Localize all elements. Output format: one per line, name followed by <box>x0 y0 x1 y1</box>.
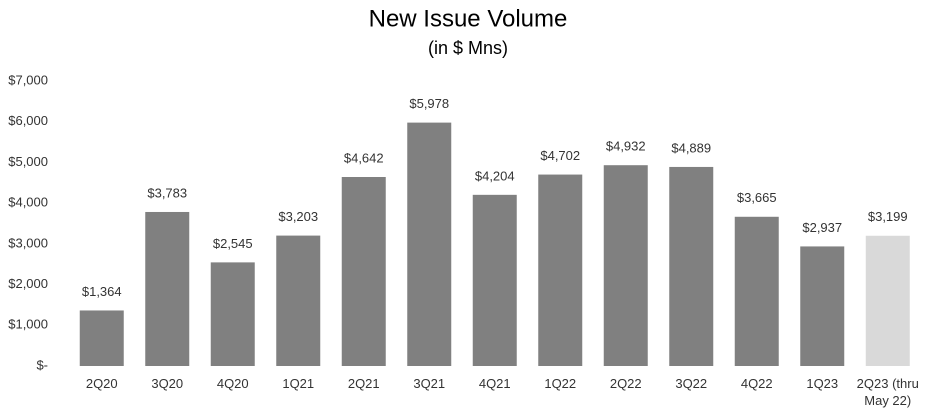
x-tick-label: 2Q21 <box>347 376 380 391</box>
value-label: $5,978 <box>409 96 449 111</box>
bar <box>79 310 124 366</box>
y-tick-label: $5,000 <box>8 154 48 169</box>
bar <box>734 216 779 366</box>
value-label: $3,665 <box>737 190 777 205</box>
bar <box>472 194 517 366</box>
bar <box>800 246 845 366</box>
value-label: $2,545 <box>213 236 253 251</box>
x-tick-label: 2Q22 <box>609 376 642 391</box>
bar <box>210 262 255 366</box>
bar <box>603 165 648 366</box>
x-tick-label: 1Q23 <box>806 376 839 391</box>
x-tick-label: 2Q23 (thru May 22) <box>856 376 919 408</box>
y-tick-label: $6,000 <box>8 113 48 128</box>
value-label: $4,889 <box>671 140 711 155</box>
value-label: $1,364 <box>82 284 122 299</box>
bar <box>669 166 714 366</box>
x-tick-label: 4Q21 <box>478 376 511 391</box>
value-label: $4,204 <box>475 168 515 183</box>
bar <box>145 211 190 366</box>
value-label: $2,937 <box>802 220 842 235</box>
x-tick-label: 1Q21 <box>282 376 315 391</box>
x-tick-label: 4Q22 <box>740 376 773 391</box>
bar <box>276 235 321 366</box>
bar <box>865 235 910 366</box>
x-tick-label: 1Q22 <box>544 376 577 391</box>
x-tick-label: 3Q20 <box>151 376 184 391</box>
x-tick-label: 4Q20 <box>216 376 249 391</box>
y-tick-label: $4,000 <box>8 195 48 210</box>
value-label: $4,642 <box>344 150 384 165</box>
bar <box>407 122 452 366</box>
x-tick-label: 3Q22 <box>675 376 708 391</box>
value-label: $4,702 <box>540 148 580 163</box>
y-tick-label: $- <box>36 357 48 372</box>
x-tick-label: 3Q21 <box>413 376 446 391</box>
y-tick-label: $2,000 <box>8 276 48 291</box>
bar <box>341 177 386 366</box>
value-label: $3,199 <box>868 209 908 224</box>
x-tick-label: 2Q20 <box>85 376 118 391</box>
chart-title: New Issue Volume <box>369 5 568 32</box>
y-tick-label: $1,000 <box>8 317 48 332</box>
y-tick-label: $3,000 <box>8 235 48 250</box>
value-label: $4,932 <box>606 139 646 154</box>
bar <box>538 174 583 366</box>
y-tick-label: $7,000 <box>8 72 48 87</box>
value-label: $3,203 <box>278 209 318 224</box>
value-label: $3,783 <box>147 185 187 200</box>
chart-subtitle: (in $ Mns) <box>428 38 508 58</box>
